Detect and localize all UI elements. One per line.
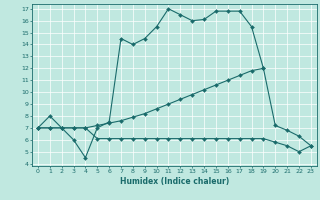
X-axis label: Humidex (Indice chaleur): Humidex (Indice chaleur) xyxy=(120,177,229,186)
